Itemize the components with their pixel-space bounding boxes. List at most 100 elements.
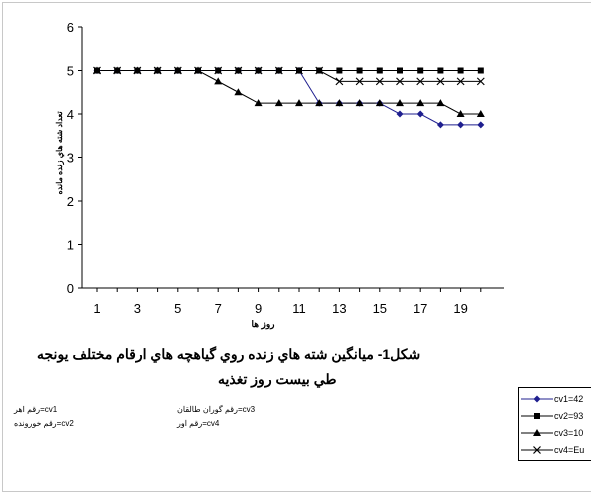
- legend-swatch-marker: [533, 429, 541, 436]
- y-tick-label: 2: [67, 194, 74, 209]
- legend-label: cv4=Eu: [554, 445, 585, 455]
- caption-line-1: شكل1- ميانگين شته هاي زنده روي گياهچه ها…: [37, 346, 421, 362]
- series-4-point-stroke: [416, 77, 425, 86]
- series-4-point: [254, 66, 263, 75]
- series-3-point: [436, 99, 445, 107]
- series-4-point: [194, 66, 202, 75]
- series-4-point-stroke: [113, 66, 122, 75]
- legend-swatch-marker: [533, 446, 541, 454]
- series-4-point-stroke: [456, 77, 465, 86]
- x-axis-label: روز ها: [251, 319, 274, 330]
- y-tick-label: 3: [67, 151, 74, 166]
- x-tick-label: 11: [292, 301, 306, 316]
- y-axis-label: تعداد شته هاي زنده مانده: [55, 111, 65, 195]
- x-tick-label: 9: [255, 301, 262, 316]
- series-2-point: [457, 67, 464, 74]
- series-2-point: [437, 67, 444, 74]
- legend-label: cv3=10: [554, 428, 584, 438]
- series-4-point: [93, 66, 101, 75]
- series-3-point: [416, 99, 425, 107]
- series-4-point-stroke: [436, 77, 445, 86]
- series-4-point-stroke: [274, 66, 283, 75]
- series-4-point: [456, 77, 465, 86]
- y-tick-label: 5: [67, 64, 74, 79]
- series-4-point: [214, 66, 223, 75]
- legend-swatch: [521, 413, 553, 419]
- y-tick-label: 6: [67, 20, 74, 35]
- series-1-point: [457, 121, 465, 129]
- legend-swatch-marker: [534, 413, 540, 419]
- y-tick-label: 0: [67, 281, 74, 296]
- series-1-point: [436, 121, 444, 129]
- series-4-point: [416, 77, 425, 86]
- x-tick-label: 1: [93, 301, 100, 316]
- series-4-point-stroke: [93, 66, 101, 75]
- series-3-point: [375, 99, 384, 107]
- legend-entry-4: cv4=Eu: [519, 444, 591, 456]
- series-4-point-stroke: [295, 66, 303, 75]
- legend-swatch-marker: [533, 395, 541, 403]
- series-4-point-stroke: [396, 77, 404, 86]
- note-cv2: رقم خورونده=cv2: [14, 419, 74, 428]
- series-4-point-stroke: [133, 66, 142, 75]
- series-3-point: [355, 99, 364, 107]
- series-3-point: [456, 110, 465, 117]
- series-3-point: [214, 77, 223, 85]
- y-tick-label: 4: [67, 107, 74, 122]
- series-4-point: [274, 66, 283, 75]
- series-4-point-stroke: [254, 66, 263, 75]
- series-3-point: [274, 99, 283, 107]
- x-tick-label: 19: [453, 301, 467, 316]
- series-1-point: [477, 121, 485, 129]
- x-tick-label: 5: [174, 301, 181, 316]
- series-4-point: [355, 77, 364, 86]
- series-3-point: [254, 99, 263, 107]
- series-4-point-stroke: [335, 77, 344, 86]
- series-1-point: [396, 110, 404, 118]
- series-2-point: [336, 67, 343, 74]
- series-4-point-stroke: [173, 66, 182, 75]
- x-tick-label: 13: [332, 301, 346, 316]
- legend-swatch: [521, 395, 553, 403]
- series-4-point-stroke: [375, 77, 384, 86]
- series-3-point: [476, 110, 485, 117]
- series-3-point: [315, 99, 324, 107]
- series-4-point-stroke: [234, 66, 243, 75]
- series-3-point: [234, 88, 243, 96]
- legend-entry-1: cv1=42: [519, 393, 591, 405]
- note-cv3: رقم گوران طالقان=cv3: [177, 405, 256, 414]
- series-4-point: [436, 77, 445, 86]
- series-4-point: [234, 66, 243, 75]
- series-4-point-stroke: [153, 66, 162, 75]
- legend-label: cv2=93: [554, 411, 584, 421]
- series-4-point: [295, 66, 303, 75]
- x-tick-label: 7: [215, 301, 222, 316]
- x-tick-label: 15: [373, 301, 387, 316]
- series-4-point-stroke: [194, 66, 202, 75]
- legend-entry-2: cv2=93: [519, 410, 591, 422]
- chart-legend: cv1=42 cv2=93 cv3=10 cv4=Eu: [518, 387, 591, 461]
- series-4-point: [173, 66, 182, 75]
- x-tick-label: 17: [413, 301, 427, 316]
- x-tick-label: 3: [134, 301, 141, 316]
- legend-entry-3: cv3=10: [519, 427, 591, 439]
- legend-label: cv1=42: [554, 394, 584, 404]
- series-4-point-stroke: [214, 66, 223, 75]
- series-4-point: [315, 66, 324, 75]
- series-4-point: [153, 66, 162, 75]
- caption-line-2: طي بيست روز تغذيه: [218, 371, 337, 387]
- series-4-point: [396, 77, 404, 86]
- legend-swatch: [521, 429, 553, 436]
- note-cv4: رقم اور=cv4: [177, 419, 220, 428]
- legend-swatch-marker-stroke: [533, 446, 541, 454]
- series-4-point: [113, 66, 122, 75]
- series-3-point: [396, 99, 404, 107]
- series-2-point: [417, 67, 424, 74]
- series-line-3: [97, 70, 481, 115]
- y-tick-label: 1: [67, 238, 74, 253]
- series-2-point: [477, 67, 484, 74]
- note-cv1: رقم اهر=cv1: [14, 405, 58, 414]
- series-2-point: [397, 67, 403, 74]
